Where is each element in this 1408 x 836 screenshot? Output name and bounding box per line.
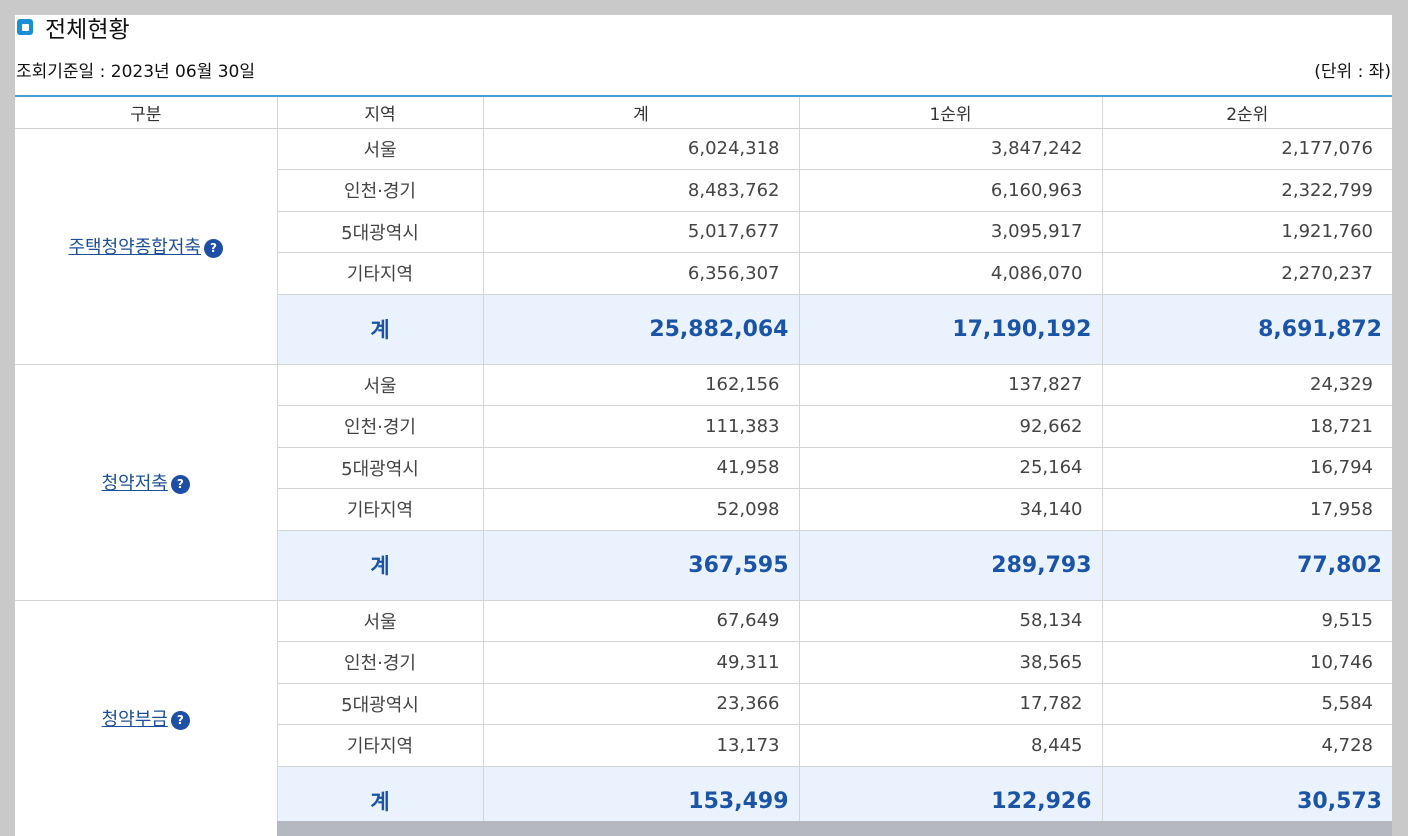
rank1-cell: 58,134 bbox=[798, 600, 1102, 642]
subtotal-total: 367,595 bbox=[482, 530, 799, 601]
rank1-cell: 92,662 bbox=[798, 405, 1102, 448]
reference-date-label: 조회기준일 : bbox=[16, 61, 111, 82]
status-table: 구분 지역 계 1순위 2순위 주택청약종합저축? 서울 6,024,318 3,84… bbox=[15, 95, 1392, 836]
section-header: 전체현황 bbox=[15, 15, 130, 45]
rank2-cell: 4,728 bbox=[1101, 724, 1392, 767]
region-cell: 5대광역시 bbox=[276, 447, 483, 489]
rank1-cell: 38,565 bbox=[798, 641, 1102, 684]
table-row: 5대광역시 5,017,677 3,095,917 1,921,760 bbox=[15, 211, 1392, 253]
region-cell: 기타지역 bbox=[276, 252, 483, 295]
rank2-cell: 2,322,799 bbox=[1101, 169, 1392, 212]
group-cell: 청약부금? bbox=[15, 600, 277, 836]
region-cell: 기타지역 bbox=[276, 724, 483, 767]
subtotal-label: 계 bbox=[276, 530, 483, 601]
rank2-cell: 24,329 bbox=[1101, 364, 1392, 406]
total-cell: 67,649 bbox=[482, 600, 799, 642]
rank1-cell: 6,160,963 bbox=[798, 169, 1102, 212]
meta-row: 조회기준일 : 2023년 06월 30일 (단위 : 좌) bbox=[16, 57, 1391, 82]
rank1-cell: 4,086,070 bbox=[798, 252, 1102, 295]
region-cell: 인천·경기 bbox=[276, 641, 483, 684]
total-cell: 41,958 bbox=[482, 447, 799, 489]
rank1-cell: 8,445 bbox=[798, 724, 1102, 767]
rank2-cell: 1,921,760 bbox=[1101, 211, 1392, 253]
table-row: 기타지역 13,173 8,445 4,728 bbox=[15, 724, 1392, 767]
group-link[interactable]: 주택청약종합저축 bbox=[68, 237, 201, 258]
total-cell: 5,017,677 bbox=[482, 211, 799, 253]
region-cell: 기타지역 bbox=[276, 488, 483, 531]
rank2-cell: 2,177,076 bbox=[1101, 128, 1392, 170]
rank2-cell: 17,958 bbox=[1101, 488, 1392, 531]
total-cell: 6,024,318 bbox=[482, 128, 799, 170]
subtotal-total: 25,882,064 bbox=[482, 294, 799, 365]
table-header-row: 구분 지역 계 1순위 2순위 bbox=[15, 95, 1392, 129]
rank2-cell: 18,721 bbox=[1101, 405, 1392, 448]
header-total: 계 bbox=[482, 95, 799, 129]
table-row: 청약저축? 서울 162,156 137,827 24,329 bbox=[15, 364, 1392, 601]
table-row: 청약부금? 서울 67,649 58,134 9,515 bbox=[15, 600, 1392, 836]
help-icon[interactable]: ? bbox=[170, 710, 190, 730]
status-panel: 전체현황 조회기준일 : 2023년 06월 30일 (단위 : 좌) 구분 지… bbox=[15, 15, 1392, 836]
region-cell: 5대광역시 bbox=[276, 683, 483, 725]
header-rank2: 2순위 bbox=[1101, 95, 1392, 129]
table-row: 인천·경기 111,383 92,662 18,721 bbox=[15, 405, 1392, 448]
table-row: 기타지역 6,356,307 4,086,070 2,270,237 bbox=[15, 252, 1392, 295]
group-link[interactable]: 청약저축 bbox=[101, 473, 168, 494]
scroll-overflow-strip bbox=[277, 821, 1392, 836]
total-cell: 162,156 bbox=[482, 364, 799, 406]
group-cell: 청약저축? bbox=[15, 364, 277, 601]
page-title: 전체현황 bbox=[45, 17, 130, 43]
subtotal-rank2: 77,802 bbox=[1101, 530, 1392, 601]
header-region: 지역 bbox=[276, 95, 483, 129]
rank2-cell: 2,270,237 bbox=[1101, 252, 1392, 295]
subtotal-row: 계 25,882,064 17,190,192 8,691,872 bbox=[15, 294, 1392, 365]
table-row: 5대광역시 41,958 25,164 16,794 bbox=[15, 447, 1392, 489]
reference-date-value: 2023년 06월 30일 bbox=[110, 61, 256, 82]
rank1-cell: 137,827 bbox=[798, 364, 1102, 406]
rank2-cell: 5,584 bbox=[1101, 683, 1392, 725]
rank1-cell: 34,140 bbox=[798, 488, 1102, 531]
group-link[interactable]: 청약부금 bbox=[101, 709, 168, 730]
table-row: 5대광역시 23,366 17,782 5,584 bbox=[15, 683, 1392, 725]
rank2-cell: 9,515 bbox=[1101, 600, 1392, 642]
table-body: 주택청약종합저축? 서울 6,024,318 3,847,242 2,177,076 인천… bbox=[15, 128, 1392, 836]
header-category: 구분 bbox=[15, 95, 277, 129]
total-cell: 13,173 bbox=[482, 724, 799, 767]
total-cell: 6,356,307 bbox=[482, 252, 799, 295]
subtotal-rank1: 289,793 bbox=[798, 530, 1102, 601]
help-icon[interactable]: ? bbox=[203, 238, 223, 258]
rank2-cell: 16,794 bbox=[1101, 447, 1392, 489]
subtotal-label: 계 bbox=[276, 294, 483, 365]
total-cell: 49,311 bbox=[482, 641, 799, 684]
region-cell: 인천·경기 bbox=[276, 169, 483, 212]
subtotal-rank2: 8,691,872 bbox=[1101, 294, 1392, 365]
region-cell: 서울 bbox=[276, 364, 483, 406]
group-cell: 주택청약종합저축? bbox=[15, 128, 277, 365]
rank1-cell: 25,164 bbox=[798, 447, 1102, 489]
region-cell: 5대광역시 bbox=[276, 211, 483, 253]
total-cell: 8,483,762 bbox=[482, 169, 799, 212]
subtotal-row: 계 367,595 289,793 77,802 bbox=[15, 530, 1392, 601]
subtotal-rank1: 17,190,192 bbox=[798, 294, 1102, 365]
rank1-cell: 3,095,917 bbox=[798, 211, 1102, 253]
rank1-cell: 17,782 bbox=[798, 683, 1102, 725]
unit-label: (단위 : 좌) bbox=[1314, 61, 1391, 82]
square-bullet-icon bbox=[17, 19, 33, 35]
table-row: 인천·경기 49,311 38,565 10,746 bbox=[15, 641, 1392, 684]
region-cell: 인천·경기 bbox=[276, 405, 483, 448]
table-row: 기타지역 52,098 34,140 17,958 bbox=[15, 488, 1392, 531]
reference-date: 조회기준일 : 2023년 06월 30일 bbox=[16, 57, 255, 82]
table-row: 주택청약종합저축? 서울 6,024,318 3,847,242 2,177,076 bbox=[15, 128, 1392, 365]
region-cell: 서울 bbox=[276, 128, 483, 170]
region-cell: 서울 bbox=[276, 600, 483, 642]
total-cell: 111,383 bbox=[482, 405, 799, 448]
total-cell: 23,366 bbox=[482, 683, 799, 725]
header-rank1: 1순위 bbox=[798, 95, 1102, 129]
help-icon[interactable]: ? bbox=[170, 474, 190, 494]
total-cell: 52,098 bbox=[482, 488, 799, 531]
table-row: 인천·경기 8,483,762 6,160,963 2,322,799 bbox=[15, 169, 1392, 212]
rank1-cell: 3,847,242 bbox=[798, 128, 1102, 170]
rank2-cell: 10,746 bbox=[1101, 641, 1392, 684]
